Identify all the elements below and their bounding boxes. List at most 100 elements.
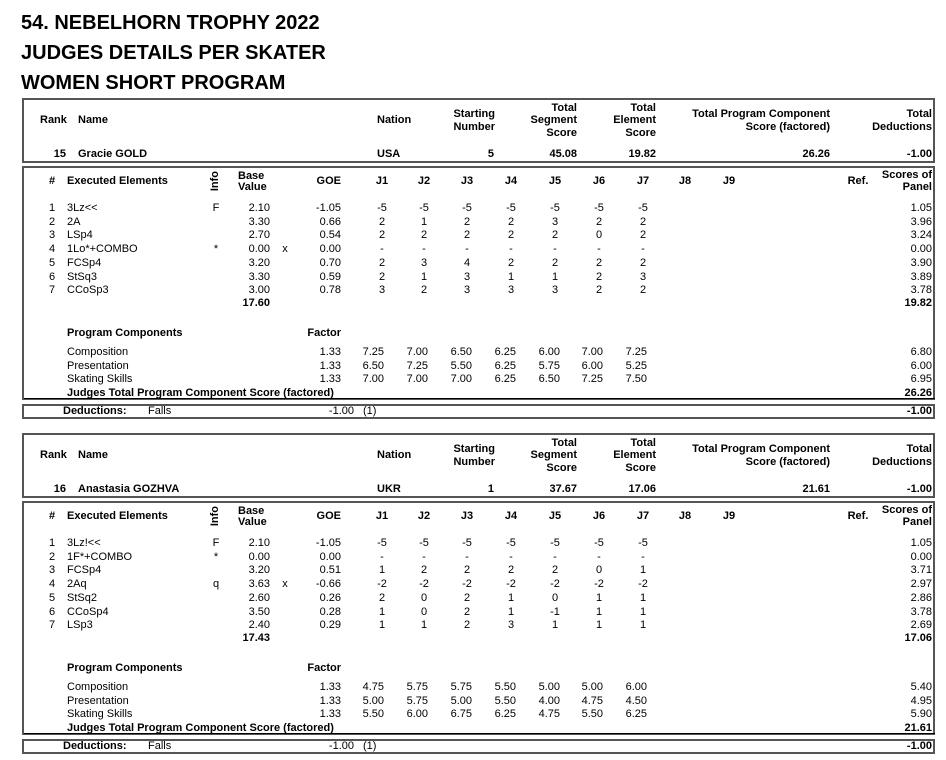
- deductions-box: [22, 739, 935, 754]
- judge-header-j1: J1: [375, 175, 389, 187]
- judges-total-rule: [24, 733, 935, 734]
- judge-header-j9: J9: [722, 510, 736, 522]
- total-pcs: 26.26: [802, 148, 830, 160]
- component-factor: 1.33: [319, 694, 341, 707]
- total-segment-score-header: Segment: [530, 114, 577, 126]
- element-base-value: 3.30: [248, 270, 270, 283]
- element-goe: -1.05: [315, 537, 341, 549]
- component-judge-score: 5.50: [581, 708, 603, 720]
- element-judge-score: 1: [595, 591, 603, 604]
- element-judge-score: -: [509, 243, 513, 256]
- base-value-header: Base: [238, 505, 265, 517]
- element-judge-score: -5: [594, 202, 604, 214]
- element-goe: 0.54: [319, 229, 341, 242]
- element-judge-score: -5: [506, 537, 516, 549]
- goe-header: GOE: [316, 510, 341, 522]
- base-value-header: Value: [238, 181, 267, 193]
- total-element-score: 17.06: [628, 483, 656, 495]
- judge-header-j8: J8: [678, 510, 692, 522]
- element-judge-score: 2: [420, 229, 428, 242]
- element-judge-score: 3: [551, 284, 559, 297]
- total-element-score-header: Total: [630, 102, 656, 114]
- element-name: CCoSp3: [67, 284, 109, 297]
- judge-header-j2: J2: [417, 510, 431, 522]
- total-deductions: -1.00: [906, 483, 932, 495]
- element-panel-score: 3.78: [910, 284, 932, 297]
- judge-header-j8: J8: [678, 175, 692, 187]
- element-judge-score: 3: [420, 256, 428, 269]
- judge-header-j3: J3: [460, 510, 474, 522]
- element-judge-score: 1: [507, 605, 515, 618]
- report-title-line-2: JUDGES DETAILS PER SKATER: [21, 42, 326, 64]
- factor-header: Factor: [307, 327, 341, 339]
- element-info: F: [212, 202, 220, 214]
- element-name: LSp3: [67, 619, 93, 632]
- element-base-value: 2.10: [248, 202, 270, 214]
- element-judge-score: 2: [595, 284, 603, 297]
- element-number: 7: [48, 284, 56, 297]
- element-goe: 0.29: [319, 619, 341, 632]
- element-name: CCoSp4: [67, 605, 109, 618]
- goe-header: GOE: [316, 175, 341, 187]
- element-judge-score: 2: [463, 619, 471, 632]
- element-judge-score: 2: [463, 605, 471, 618]
- info-header: Info: [209, 506, 221, 527]
- element-judge-score: -: [641, 550, 645, 563]
- element-judge-score: -: [553, 243, 557, 256]
- judge-header-j1: J1: [375, 510, 389, 522]
- element-judge-score: 0: [595, 229, 603, 242]
- element-judge-score: 2: [463, 229, 471, 242]
- referee-header: Ref.: [847, 175, 869, 187]
- total-pcs-header: Score (factored): [745, 456, 830, 468]
- total-segment-score-header: Segment: [530, 449, 577, 461]
- element-judge-score: 2: [378, 270, 386, 283]
- element-goe: 0.28: [319, 605, 341, 618]
- element-number: 4: [48, 578, 56, 591]
- element-judge-score: 1: [378, 564, 386, 577]
- component-judge-score: 6.25: [494, 708, 516, 720]
- element-judge-score: 1: [551, 619, 559, 632]
- element-goe: 0.70: [319, 256, 341, 269]
- skater-rank: 16: [53, 483, 66, 495]
- element-judge-score: 2: [595, 215, 603, 228]
- element-panel-score: 0.00: [910, 243, 932, 256]
- component-judge-score: 4.75: [362, 681, 384, 693]
- element-number: 6: [48, 605, 56, 618]
- element-judge-score: -5: [506, 202, 516, 214]
- number-header: #: [48, 175, 56, 187]
- component-judge-score: 7.00: [406, 373, 428, 385]
- total-deductions-header: Deductions: [872, 121, 932, 133]
- component-score: 4.95: [910, 694, 932, 707]
- component-factor: 1.33: [319, 346, 341, 358]
- rank-header: Rank: [40, 449, 67, 461]
- element-judge-score: 2: [420, 564, 428, 577]
- total-segment-score-header: Score: [546, 127, 577, 139]
- element-info: *: [213, 243, 219, 256]
- component-factor: 1.33: [319, 708, 341, 720]
- element-judge-score: -2: [550, 578, 560, 591]
- skater-header-box: [22, 433, 935, 498]
- element-judge-score: 1: [595, 619, 603, 632]
- element-name: StSq2: [67, 591, 97, 604]
- element-goe: 0.51: [319, 564, 341, 577]
- deduction-type: Falls: [148, 740, 172, 752]
- element-judge-score: -: [597, 243, 601, 256]
- component-judge-score: 5.25: [625, 359, 647, 372]
- component-factor: 1.33: [319, 681, 341, 693]
- deduction-value: -1.00: [328, 740, 354, 752]
- starting-number-header: Starting: [453, 108, 495, 120]
- element-judge-score: 2: [507, 256, 515, 269]
- element-base-value: 3.00: [248, 284, 270, 297]
- starting-number-header: Number: [453, 121, 495, 133]
- component-judge-score: 7.00: [362, 373, 384, 385]
- element-judge-score: 2: [463, 564, 471, 577]
- element-judge-score: 2: [551, 229, 559, 242]
- element-panel-score: 3.96: [910, 215, 932, 228]
- component-judge-score: 5.75: [406, 694, 428, 707]
- component-judge-score: 5.00: [450, 694, 472, 707]
- element-panel-score: 1.05: [910, 537, 932, 549]
- element-number: 1: [48, 202, 56, 214]
- element-judge-score: 2: [378, 591, 386, 604]
- total-segment-score: 45.08: [549, 148, 577, 160]
- element-judge-score: 1: [639, 591, 647, 604]
